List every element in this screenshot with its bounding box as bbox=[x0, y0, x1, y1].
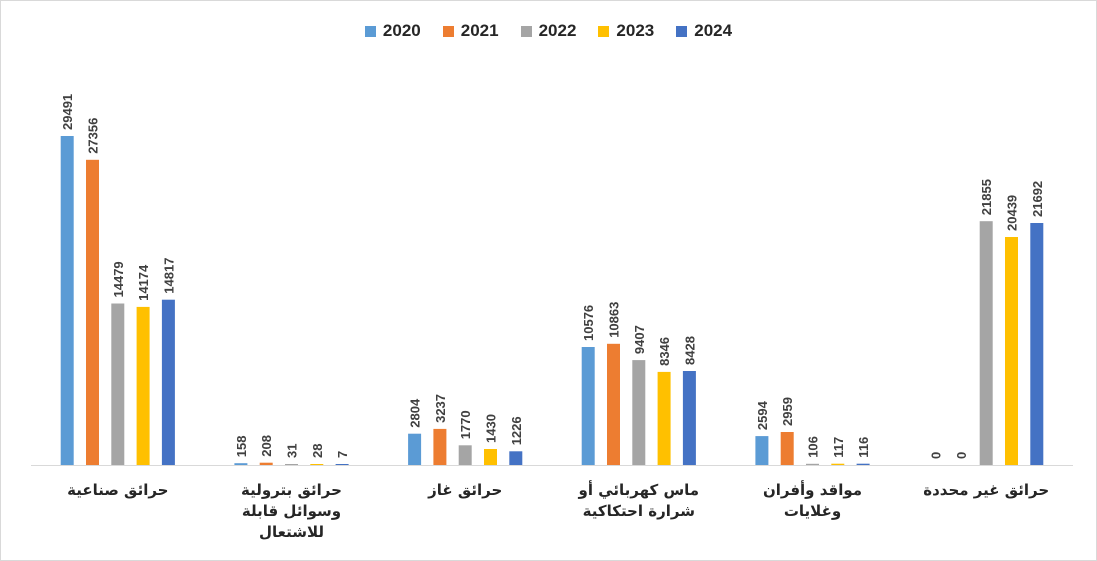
data-label-2022-0: 14479 bbox=[111, 261, 126, 297]
data-label-2020-5: 0 bbox=[929, 452, 944, 459]
data-label-2020-1: 158 bbox=[234, 435, 249, 457]
bar-2022-5 bbox=[979, 221, 993, 465]
bar-2023-2 bbox=[484, 449, 497, 465]
bar-2022-4 bbox=[806, 463, 819, 465]
data-label-2022-2: 1770 bbox=[458, 410, 473, 439]
bar-2021-4 bbox=[780, 432, 794, 465]
bar-2020-2 bbox=[408, 433, 422, 465]
bar-2023-3 bbox=[657, 371, 671, 465]
legend-item-2022: 2022 bbox=[520, 21, 577, 41]
bar-2022-1 bbox=[285, 464, 298, 465]
category-label-line: حرائق بترولية bbox=[241, 481, 342, 499]
data-label-2023-2: 1430 bbox=[484, 414, 499, 443]
bar-2023-0 bbox=[136, 306, 150, 465]
bar-2020-4 bbox=[755, 436, 769, 465]
data-label-2020-3: 10576 bbox=[581, 305, 596, 341]
data-label-2024-0: 14817 bbox=[161, 258, 176, 294]
data-label-2023-5: 20439 bbox=[1005, 195, 1020, 231]
bar-2023-1 bbox=[310, 464, 324, 465]
bar-2021-1 bbox=[259, 462, 273, 465]
category-label: حرائق بترولية وسوائل قابلة للاشتعال bbox=[202, 480, 382, 543]
legend-label: 2024 bbox=[694, 21, 733, 40]
bar-2024-3 bbox=[682, 371, 696, 465]
legend-label: 2021 bbox=[460, 21, 499, 40]
bar-2024-2 bbox=[509, 451, 523, 465]
legend-swatch bbox=[598, 25, 610, 37]
bar-2023-5 bbox=[1005, 237, 1018, 465]
data-label-2023-1: 28 bbox=[310, 444, 325, 458]
data-label-2022-3: 9407 bbox=[632, 325, 647, 354]
bar-2020-1 bbox=[234, 463, 248, 465]
data-label-2022-5: 21855 bbox=[979, 179, 994, 215]
data-label-2020-4: 2594 bbox=[755, 400, 770, 430]
category-label-line: حرائق غير محددة bbox=[923, 481, 1050, 499]
data-label-2022-4: 106 bbox=[806, 436, 821, 458]
bar-2024-1 bbox=[335, 464, 349, 465]
bar-2024-5 bbox=[1030, 223, 1044, 465]
category-label-line: حرائق غاز bbox=[428, 481, 503, 499]
legend-swatch bbox=[442, 25, 454, 37]
legend-swatch bbox=[364, 25, 376, 37]
category-label: حرائق صناعية bbox=[28, 480, 208, 501]
category-label-line: للاشتعال bbox=[258, 523, 324, 541]
category-label-line: مواقد وأفران bbox=[762, 481, 863, 499]
legend-swatch bbox=[520, 25, 532, 37]
legend-item-2021: 2021 bbox=[442, 21, 499, 41]
data-label-2023-4: 117 bbox=[831, 437, 846, 458]
legend-item-2020: 2020 bbox=[364, 21, 421, 41]
bar-2024-4 bbox=[856, 463, 870, 465]
data-label-2021-2: 3237 bbox=[433, 394, 448, 423]
data-label-2022-1: 31 bbox=[285, 444, 300, 458]
category-label: مواقد وأفران وغلايات bbox=[723, 480, 903, 522]
data-label-2021-3: 10863 bbox=[607, 302, 622, 338]
bar-2020-3 bbox=[581, 347, 595, 465]
data-label-2021-5: 0 bbox=[954, 452, 969, 459]
bar-2022-3 bbox=[632, 360, 646, 465]
legend-swatch bbox=[676, 25, 688, 37]
data-label-2024-2: 1226 bbox=[509, 416, 524, 445]
data-label-2023-3: 8346 bbox=[657, 337, 672, 366]
data-label-2021-1: 208 bbox=[259, 435, 274, 457]
data-label-2024-1: 7 bbox=[335, 451, 350, 458]
data-label-2024-3: 8428 bbox=[682, 336, 697, 365]
bar-2021-3 bbox=[607, 343, 620, 465]
legend: 2020 2021 2022 2023 2024 bbox=[1, 21, 1096, 41]
category-label-line: وسوائل قابلة bbox=[241, 502, 342, 520]
category-label: حرائق غير محددة bbox=[896, 480, 1076, 501]
data-label-2020-2: 2804 bbox=[408, 398, 423, 428]
bar-2023-4 bbox=[831, 463, 845, 465]
category-label-line: شرارة احتكاكية bbox=[582, 502, 695, 520]
bar-2021-0 bbox=[86, 159, 99, 466]
category-label: ماس كهربائي أو شرارة احتكاكية bbox=[549, 480, 729, 522]
category-label-line: ماس كهربائي أو bbox=[578, 481, 700, 499]
data-label-2021-4: 2959 bbox=[780, 397, 795, 426]
data-label-2020-0: 29491 bbox=[60, 94, 75, 130]
bar-2022-0 bbox=[111, 303, 125, 465]
data-label-2021-0: 27356 bbox=[86, 118, 101, 154]
category-label-line: وغلايات bbox=[783, 502, 842, 520]
legend-item-2024: 2024 bbox=[676, 21, 732, 41]
legend-item-2023: 2023 bbox=[598, 21, 654, 41]
legend-label: 2022 bbox=[538, 21, 577, 40]
legend-label: 2023 bbox=[616, 21, 655, 40]
data-label-2024-5: 21692 bbox=[1030, 181, 1045, 217]
bar-2024-0 bbox=[161, 299, 175, 465]
bar-2022-2 bbox=[458, 445, 472, 465]
bar-2020-0 bbox=[60, 136, 74, 465]
category-label: حرائق غاز bbox=[375, 480, 555, 501]
data-label-2023-0: 14174 bbox=[136, 264, 151, 301]
legend-label: 2020 bbox=[382, 21, 421, 40]
category-label-line: حرائق صناعية bbox=[67, 481, 169, 499]
data-label-2024-4: 116 bbox=[856, 437, 871, 458]
bar-2021-2 bbox=[433, 428, 447, 465]
